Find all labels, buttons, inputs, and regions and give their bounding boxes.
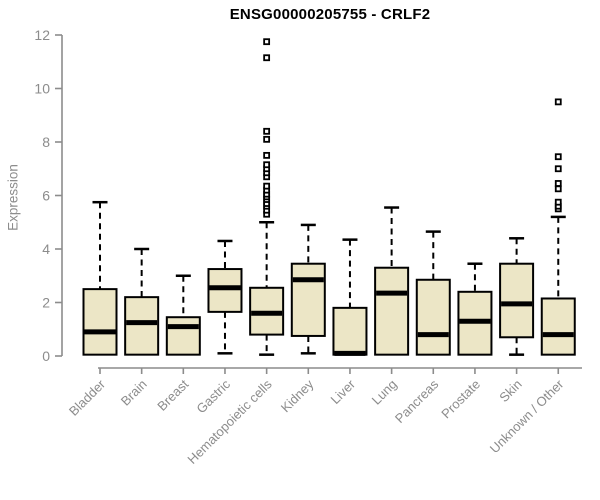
category-label: Pancreas <box>392 376 442 426</box>
category-label: Lung <box>369 377 400 408</box>
outlier-point <box>263 182 271 190</box>
category-label: Kidney <box>278 376 317 415</box>
box-iqr <box>124 296 160 356</box>
box-iqr <box>332 306 368 356</box>
category-label: Skin <box>496 377 524 405</box>
box-iqr <box>499 262 535 339</box>
y-tick-label: 8 <box>42 134 50 150</box>
outlier-point <box>263 54 271 62</box>
outlier-point <box>263 38 271 46</box>
category-label: Gastric <box>193 376 233 416</box>
category-label: Unknown / Other <box>487 376 567 456</box>
y-tick-label: 2 <box>42 295 50 311</box>
category-label: Liver <box>328 376 359 407</box>
y-tick-label: 12 <box>34 27 50 43</box>
y-axis-label: Expression <box>5 164 21 231</box>
outlier-point <box>554 198 562 206</box>
y-tick-label: 4 <box>42 241 50 257</box>
category-label: Brain <box>118 377 150 409</box>
outlier-point <box>554 185 562 193</box>
box-iqr <box>415 278 451 356</box>
outlier-point <box>263 127 271 135</box>
outlier-point <box>554 165 562 173</box>
box-iqr <box>207 268 243 313</box>
category-label: Bladder <box>66 376 109 419</box>
outlier-point <box>263 151 271 159</box>
category-label: Prostate <box>438 377 483 422</box>
box-iqr <box>82 288 118 356</box>
box-iqr <box>374 266 410 356</box>
outlier-point <box>554 153 562 161</box>
y-tick-label: 6 <box>42 188 50 204</box>
y-tick-label: 10 <box>34 81 50 97</box>
outlier-point <box>554 180 562 187</box>
outlier-point <box>263 135 271 143</box>
box-iqr <box>165 316 201 356</box>
outlier-point <box>263 161 271 169</box>
y-tick-label: 0 <box>42 348 50 364</box>
category-label: Breast <box>154 376 191 413</box>
outlier-point <box>554 98 562 106</box>
chart-title: ENSG00000205755 - CRLF2 <box>229 6 431 23</box>
box-iqr <box>540 297 576 356</box>
box-iqr <box>290 262 326 337</box>
